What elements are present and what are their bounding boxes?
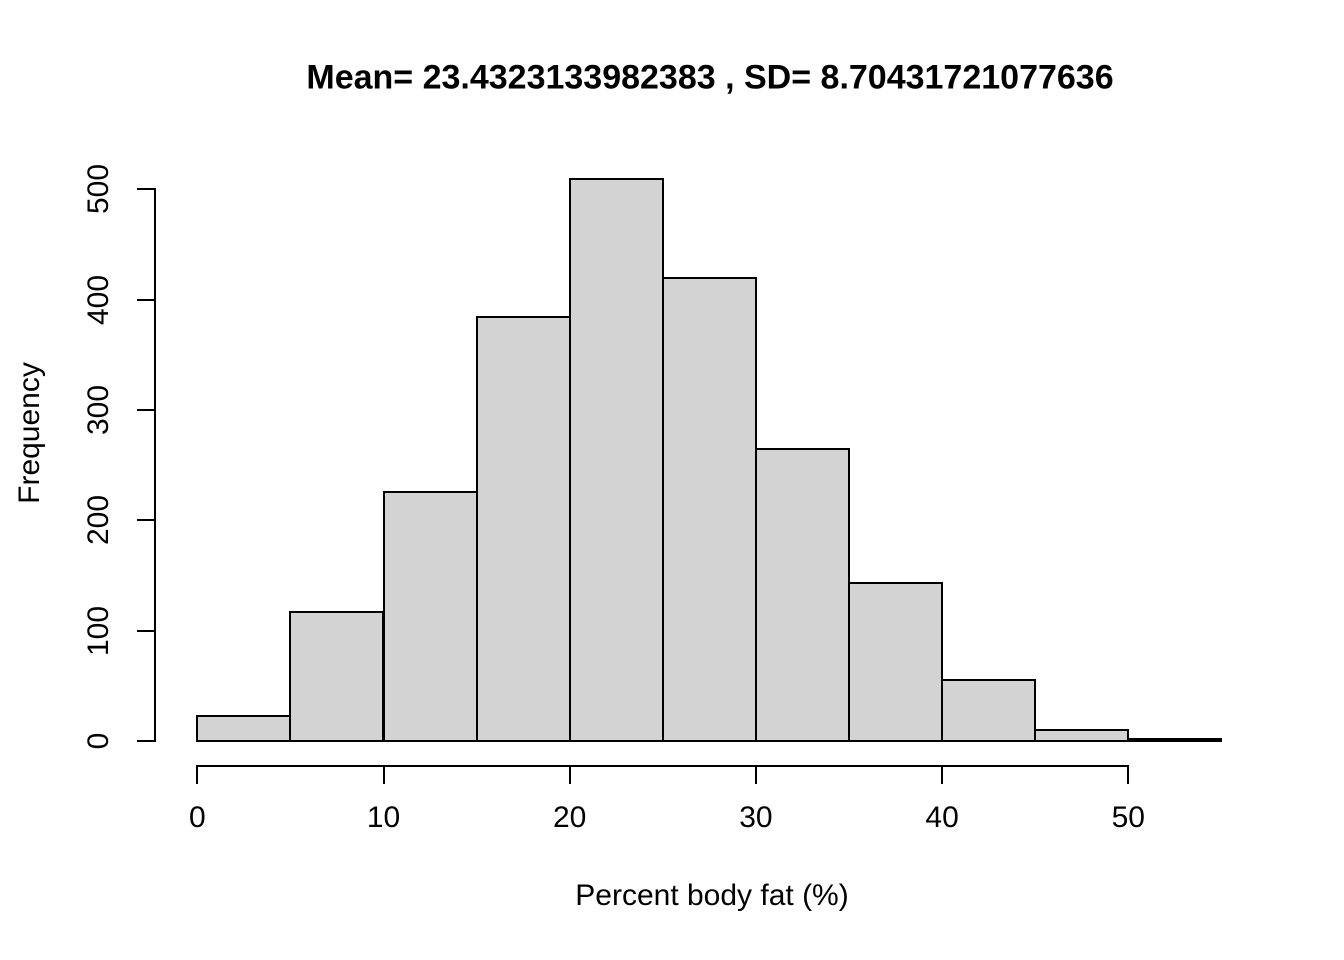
y-tick [137,519,154,522]
x-tick [1127,767,1130,784]
histogram-bar [382,490,478,742]
y-tick [137,408,154,411]
x-axis-title: Percent body fat (%) [575,879,849,912]
x-tick [382,767,385,784]
histogram-bar [941,679,1037,742]
x-tick [941,767,944,784]
y-axis-line [154,188,156,742]
x-tick-label: 50 [1111,801,1145,834]
x-axis-line [196,765,1130,767]
y-tick [137,629,154,632]
x-tick-label: 10 [366,801,401,834]
histogram-bar [1034,728,1130,742]
y-tick-label: 400 [82,274,115,325]
histogram-bar [196,714,292,742]
y-tick [137,188,154,191]
x-tick [754,767,757,784]
y-tick-label: 300 [82,384,115,435]
histogram-bar [848,582,944,742]
y-tick-label: 500 [82,164,115,215]
x-tick [196,767,199,784]
y-axis-title: Frequency [13,362,46,504]
x-tick-label: 40 [925,801,959,834]
y-tick-label: 100 [82,605,115,656]
histogram-bar [661,276,757,742]
histogram-bar [289,610,385,742]
y-tick-label: 0 [82,732,115,750]
histogram-bar [475,316,571,742]
x-tick-label: 0 [188,801,206,834]
y-tick [137,298,154,301]
y-tick-label: 200 [82,495,115,546]
x-tick-label: 30 [739,801,773,834]
chart-title: Mean= 23.4323133982383 , SD= 8.704317210… [306,58,1114,97]
histogram-bar [754,447,850,742]
y-tick [137,740,154,742]
x-tick [568,767,571,784]
histogram-bar [1127,737,1223,742]
histogram-bar [568,178,664,742]
x-tick-label: 20 [553,801,587,834]
